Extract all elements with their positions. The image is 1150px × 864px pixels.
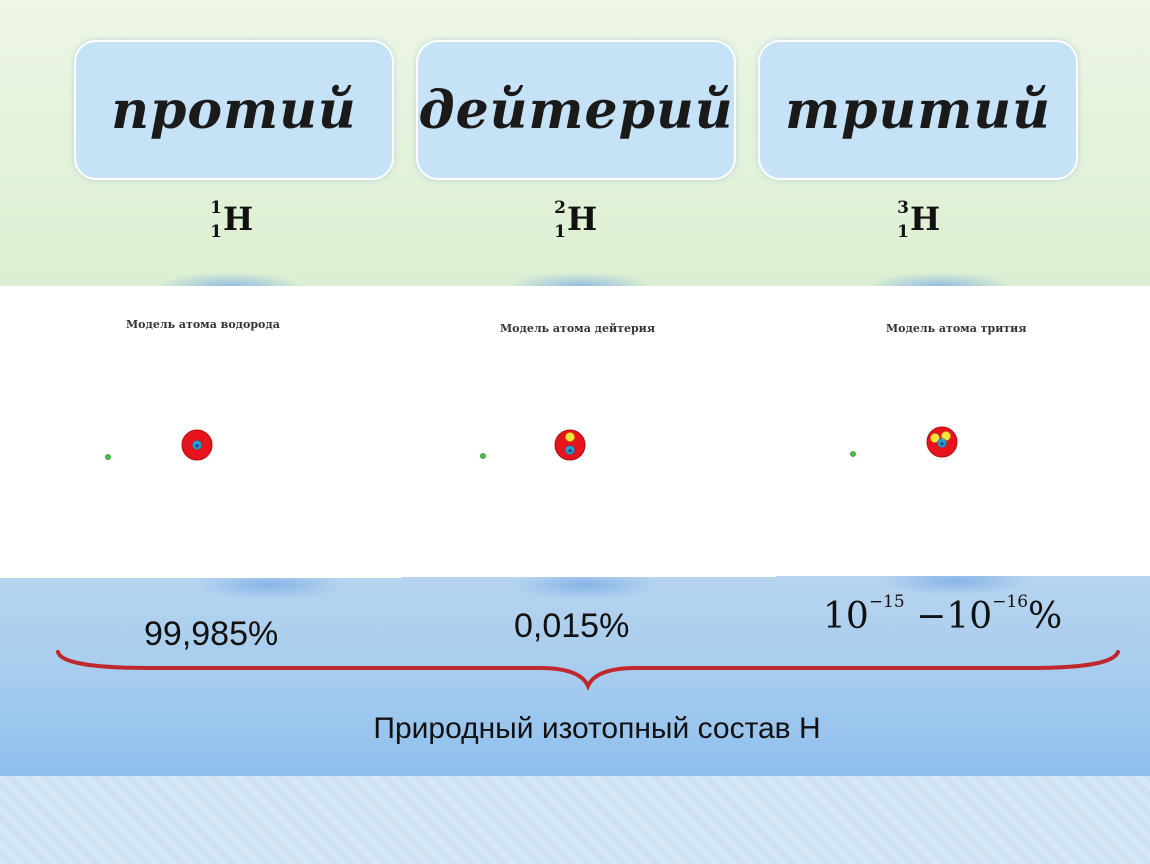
abundance-exponent: −16 <box>992 592 1029 612</box>
atomic-number: 1 <box>897 222 909 242</box>
element-symbol: H <box>223 200 254 238</box>
mass-number: 3 <box>897 198 909 218</box>
atom-model-tritium: + <box>850 426 958 458</box>
abundance-deuterium: 0,015% <box>514 607 630 645</box>
model-title-tritium: Модель атома трития <box>886 322 1027 335</box>
element-symbol: H <box>910 200 941 238</box>
electron-icon <box>105 454 111 460</box>
atomic-number: 1 <box>554 222 566 242</box>
curly-brace <box>56 650 1120 691</box>
isotope-symbol-protium: 1 1 H <box>208 198 268 248</box>
isotope-name-label: протий <box>111 79 357 141</box>
nucleus-icon <box>554 429 586 461</box>
abundance-base: 10 <box>823 596 869 637</box>
abundance-protium: 99,985% <box>144 615 279 653</box>
isotope-name-protium: протий <box>74 40 394 180</box>
atom-model-protium: + <box>105 429 213 461</box>
svg-text:+: + <box>939 440 945 448</box>
mass-number: 1 <box>210 198 222 218</box>
proton-icon <box>192 440 202 450</box>
model-panel-tritium <box>776 286 1150 576</box>
svg-text:+: + <box>567 447 573 455</box>
isotope-name-tritium: тритий <box>758 40 1078 180</box>
bottom-background <box>0 576 1150 776</box>
model-title-protium: Модель атома водорода <box>126 318 280 331</box>
isotope-symbol-tritium: 3 1 H <box>895 198 955 248</box>
abundance-base: 10 <box>946 596 993 637</box>
atom-model-deuterium: + <box>480 429 586 461</box>
isotope-name-deuterium: дейтерий <box>416 40 736 180</box>
element-symbol: H <box>567 200 598 238</box>
model-panel-deuterium <box>402 286 776 577</box>
neutron-icon <box>565 432 575 442</box>
isotope-symbol-deuterium: 2 1 H <box>552 198 612 248</box>
neutron-icon <box>930 433 940 443</box>
atomic-number: 1 <box>210 222 222 242</box>
abundance-dash: − <box>916 596 947 637</box>
abundance-unit: % <box>1028 596 1063 637</box>
caption: Природный изотопный состав Н <box>373 712 821 745</box>
svg-text:+: + <box>194 442 200 450</box>
mass-number: 2 <box>554 198 566 218</box>
proton-icon <box>565 445 575 455</box>
electron-icon <box>480 453 486 459</box>
proton-icon <box>937 438 947 448</box>
electron-icon <box>850 451 856 457</box>
isotope-name-label: дейтерий <box>418 79 734 141</box>
model-title-deuterium: Модель атома дейтерия <box>500 322 655 335</box>
abundance-tritium: 10−15 −10−16% <box>823 592 1063 637</box>
isotope-name-label: тритий <box>785 79 1051 141</box>
floor-texture <box>0 776 1150 864</box>
abundance-exponent: −15 <box>868 592 905 612</box>
